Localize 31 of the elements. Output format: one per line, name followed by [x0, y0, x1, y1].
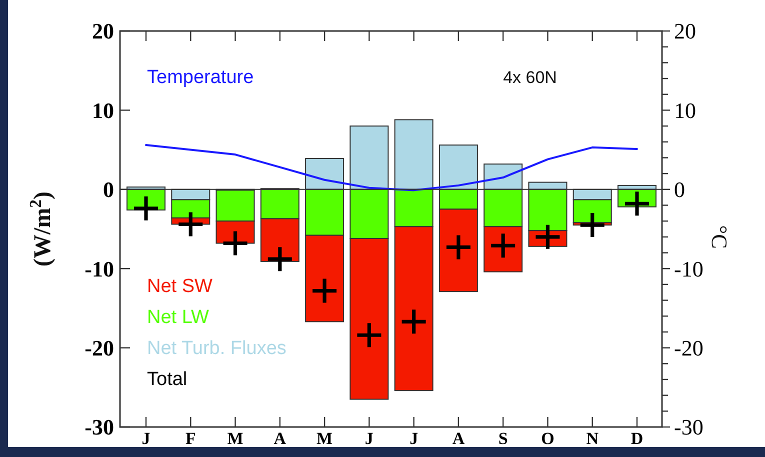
- y2-tick-label: -20: [674, 336, 704, 360]
- text: Temperature: [147, 67, 254, 88]
- y2-tick-label: 20: [674, 18, 696, 44]
- y2-tick-label: -30: [674, 414, 704, 440]
- series-label: Net SW: [147, 276, 213, 297]
- y-tick-label: -30: [84, 414, 114, 440]
- y2-axis-title: °C: [707, 225, 732, 249]
- x-tick-label: J: [142, 429, 151, 448]
- x-tick-label: N: [586, 429, 600, 448]
- x-tick-label: F: [185, 429, 196, 448]
- y-tick-label: 10: [92, 98, 114, 123]
- x-tick-label: M: [227, 429, 244, 448]
- x-tick-label: O: [541, 429, 554, 448]
- y2-tick-label: 10: [674, 98, 696, 123]
- annotation: 4x 60N: [503, 68, 557, 87]
- y-tick-label: -20: [84, 336, 114, 360]
- x-tick-label: S: [498, 429, 508, 448]
- x-tick-label: J: [364, 429, 374, 448]
- y-tick-label: 0: [103, 177, 114, 202]
- x-tick-label: J: [410, 429, 419, 448]
- x-tick-label: A: [274, 429, 287, 448]
- text: Net Turb. Fluxes: [147, 338, 286, 359]
- text: Net LW: [147, 307, 209, 328]
- y2-tick-label: -10: [674, 256, 704, 282]
- x-tick-label: A: [452, 429, 466, 448]
- x-tick-label: M: [316, 429, 333, 448]
- y2-tick-label: 0: [674, 177, 685, 202]
- x-tick-label: D: [630, 429, 644, 448]
- y-tick-label: -10: [84, 256, 114, 282]
- text: Total: [147, 369, 188, 390]
- y-tick-label: 20: [92, 18, 114, 44]
